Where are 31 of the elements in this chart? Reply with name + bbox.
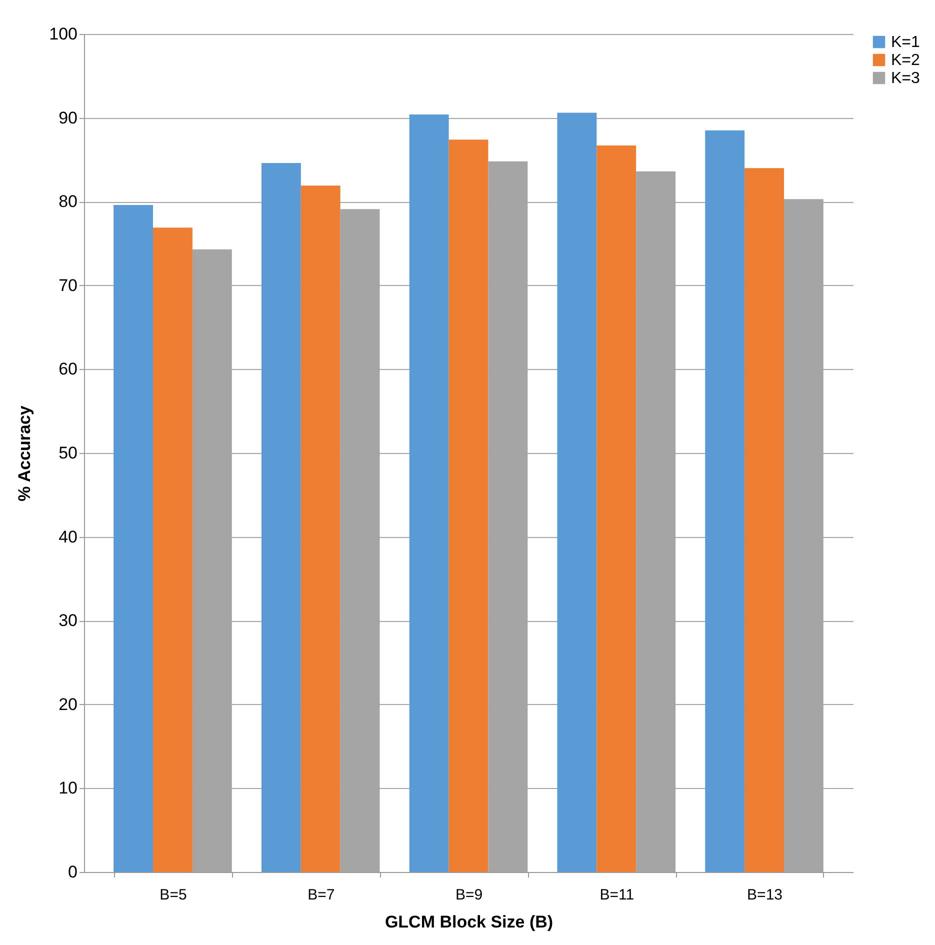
- y-tick-label: 60: [58, 360, 78, 379]
- y-tick-label: 30: [58, 611, 78, 630]
- x-tick-label: B=13: [747, 886, 782, 904]
- bar: [114, 204, 154, 872]
- x-tick-label: B=7: [308, 886, 335, 904]
- y-tick-label: 20: [58, 694, 78, 714]
- bar: [557, 112, 597, 872]
- y-axis-title: % Accuracy: [15, 405, 34, 502]
- y-tick-label: 70: [58, 276, 78, 295]
- bar: [300, 186, 340, 872]
- y-tick-label: 0: [68, 862, 78, 882]
- x-tick-label: B=11: [600, 886, 634, 904]
- y-tick-label: 10: [58, 778, 78, 798]
- bar: [448, 140, 488, 872]
- y-tick-label: 90: [58, 108, 78, 128]
- bar: [596, 145, 636, 872]
- legend-label: K=1: [891, 34, 920, 51]
- y-tick-label: 80: [58, 192, 78, 212]
- legend-label: K=3: [891, 70, 920, 87]
- bar: [705, 130, 745, 872]
- x-axis-title: GLCM Block Size (B): [384, 912, 554, 932]
- x-tick-label: B=9: [455, 886, 483, 904]
- legend-label: K=2: [891, 52, 920, 69]
- y-tick-label: 50: [58, 444, 78, 462]
- bar: [409, 114, 449, 872]
- bar: [261, 163, 301, 872]
- bar: [153, 228, 192, 872]
- x-tick-label: B=5: [160, 886, 187, 904]
- y-tick-label: 40: [58, 527, 78, 546]
- y-tick-label: 100: [49, 24, 78, 44]
- bar: [744, 168, 784, 872]
